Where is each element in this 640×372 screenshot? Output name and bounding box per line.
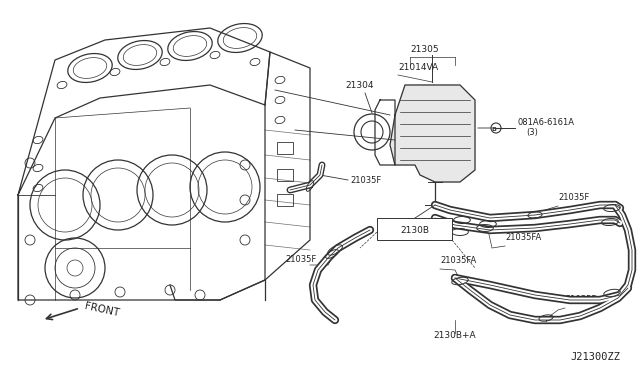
Text: 21035FA: 21035FA: [440, 256, 476, 265]
Text: 21035F: 21035F: [565, 295, 596, 304]
Polygon shape: [390, 85, 475, 182]
Bar: [277, 169, 293, 181]
Text: (3): (3): [526, 128, 538, 137]
Text: 081A6-6161A: 081A6-6161A: [517, 118, 574, 127]
Bar: [277, 142, 293, 154]
Text: FRONT: FRONT: [84, 301, 120, 318]
Bar: [277, 194, 293, 206]
Text: 2130B: 2130B: [401, 225, 429, 234]
Text: J21300ZZ: J21300ZZ: [570, 352, 620, 362]
Text: 21035FA: 21035FA: [505, 233, 541, 242]
Text: 21014VA: 21014VA: [398, 63, 438, 72]
Text: B: B: [492, 126, 497, 131]
Bar: [377, 218, 452, 240]
Text: 21305: 21305: [410, 45, 438, 54]
Text: 21035F: 21035F: [285, 255, 316, 264]
Text: 2130B+A: 2130B+A: [434, 331, 476, 340]
Text: 21304: 21304: [345, 81, 374, 90]
Text: 21035F: 21035F: [350, 176, 381, 185]
Text: 21035F: 21035F: [558, 193, 589, 202]
